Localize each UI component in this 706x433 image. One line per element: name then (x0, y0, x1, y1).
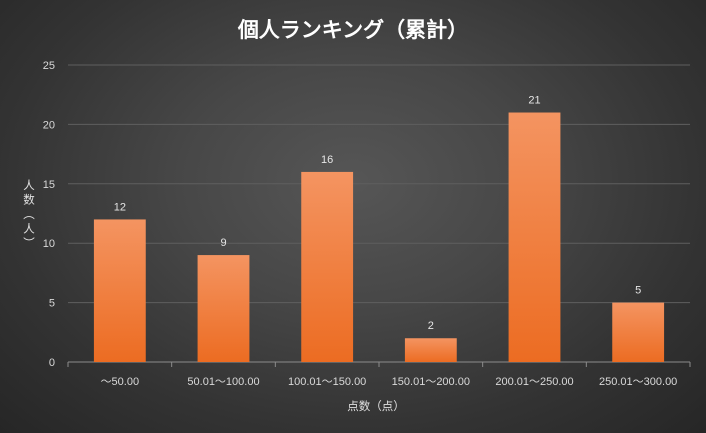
y-tick-label: 25 (43, 60, 55, 72)
chart-title: 個人ランキング（累計） (237, 18, 468, 42)
x-tick-label: ～50.00 (101, 376, 140, 388)
bar (93, 219, 146, 362)
bar (612, 302, 665, 362)
data-label: 16 (321, 154, 333, 166)
data-label: 21 (528, 95, 540, 107)
data-labels: 12 9 16 2 21 5 (114, 95, 642, 333)
bar (197, 255, 250, 362)
y-tick-label: 20 (43, 119, 55, 131)
x-axis-title: 点数（点） (347, 399, 405, 413)
y-tick-label: 10 (43, 238, 55, 250)
bar (508, 112, 561, 363)
x-tick-label: 150.01～200.00 (392, 376, 470, 388)
gridlines (67, 64, 691, 367)
bar (404, 338, 457, 362)
x-tick-label: 250.01～300.00 (599, 376, 677, 388)
x-tick-label: 200.01～250.00 (495, 376, 573, 388)
y-axis-title: 人数︵人︶ (23, 178, 35, 250)
x-tick-label: 100.01～150.00 (288, 376, 366, 388)
data-label: 9 (220, 237, 226, 249)
y-tick-label: 15 (43, 179, 55, 191)
y-axis-ticks: 0 5 10 15 20 25 (43, 60, 55, 369)
x-axis-ticks: ～50.00 50.01～100.00 100.01～150.00 150.01～20… (101, 376, 678, 388)
bars (93, 112, 665, 363)
x-tick-label: 50.01～100.00 (187, 376, 259, 388)
y-axis-title-text: 人数︵人︶ (23, 178, 35, 250)
y-tick-label: 5 (49, 298, 55, 310)
data-label: 12 (114, 201, 126, 213)
bar (301, 171, 354, 362)
y-tick-label: 0 (49, 357, 55, 369)
data-label: 2 (428, 320, 434, 332)
data-label: 5 (635, 285, 641, 297)
